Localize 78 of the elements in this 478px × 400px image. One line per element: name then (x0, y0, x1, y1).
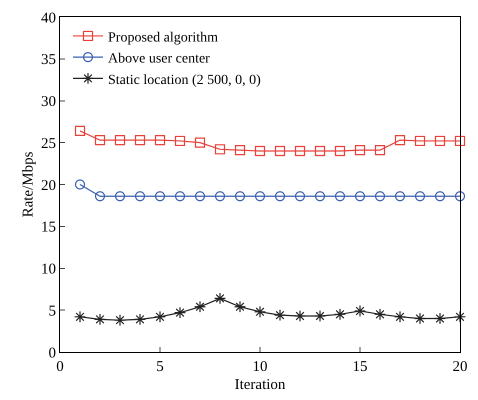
point (334, 308, 346, 320)
point (294, 310, 306, 322)
point (134, 135, 146, 146)
y-axis-title: Rate/Mbps (20, 151, 36, 218)
point (234, 191, 246, 202)
point (94, 135, 106, 146)
point (174, 136, 186, 146)
point (174, 306, 186, 319)
point (394, 310, 406, 323)
point (254, 191, 266, 202)
x-tick-label: 15 (352, 359, 368, 375)
x-tick-label: 10 (252, 359, 268, 375)
point (434, 312, 446, 324)
y-tick-label: 15 (41, 220, 56, 236)
point (434, 136, 446, 146)
point (374, 308, 386, 320)
point (414, 312, 426, 324)
point (114, 191, 126, 202)
point (434, 191, 446, 202)
point (454, 136, 466, 146)
point (134, 313, 146, 326)
legend-label: Static location (2 500, 0, 0) (108, 72, 262, 88)
point (74, 310, 86, 323)
point (114, 314, 126, 326)
point (294, 191, 306, 202)
point (394, 135, 406, 146)
point (294, 146, 306, 156)
point (194, 191, 206, 202)
point (354, 145, 366, 156)
point (354, 304, 366, 317)
point (394, 191, 406, 202)
point (274, 309, 286, 322)
point (274, 146, 286, 156)
point (214, 191, 226, 202)
y-tick-label: 5 (48, 303, 56, 320)
point (274, 191, 286, 202)
point (254, 306, 266, 318)
point (454, 310, 466, 323)
legend-label: Proposed algorithm (108, 30, 218, 46)
point (414, 136, 426, 146)
x-tick-label: 20 (452, 359, 468, 375)
point (94, 313, 106, 326)
point (214, 292, 226, 304)
point (314, 146, 326, 156)
point (414, 191, 426, 202)
y-tick-label: 40 (41, 10, 56, 26)
point (454, 191, 466, 202)
point (254, 146, 266, 156)
point (334, 146, 346, 156)
y-tick-label: 0 (48, 345, 56, 362)
legend-label: Above user center (108, 52, 210, 67)
x-axis-title: Iteration (234, 377, 286, 393)
point (194, 138, 206, 148)
point (74, 179, 86, 190)
y-tick-label: 25 (41, 136, 56, 152)
point (154, 310, 166, 323)
point (94, 191, 106, 202)
point (214, 144, 226, 154)
point (374, 145, 386, 156)
point (234, 145, 246, 156)
point (374, 191, 386, 202)
point (234, 300, 246, 313)
point (194, 300, 206, 313)
point (314, 310, 326, 322)
point (74, 126, 86, 136)
point (154, 135, 166, 146)
point (154, 191, 166, 202)
point (334, 191, 346, 202)
point (134, 191, 146, 202)
point (314, 191, 326, 202)
y-tick-label: 20 (41, 178, 56, 194)
y-tick-label: 35 (41, 52, 56, 68)
y-tick-label: 10 (41, 262, 56, 278)
point (114, 135, 126, 146)
point (354, 191, 366, 202)
x-tick-label: 5 (156, 359, 164, 375)
y-tick-label: 30 (41, 94, 56, 110)
point (174, 191, 186, 202)
